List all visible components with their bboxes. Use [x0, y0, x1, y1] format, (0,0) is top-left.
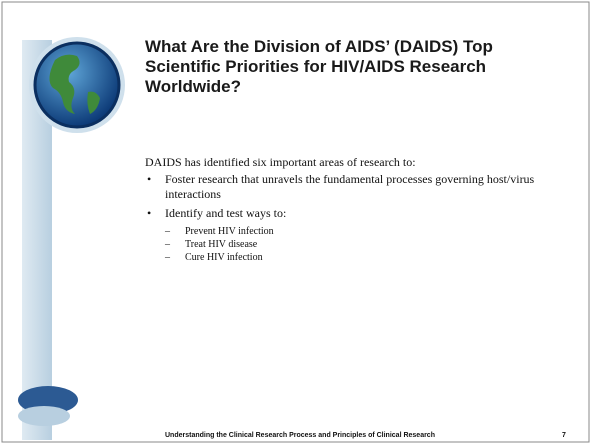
- bullet-marker: •: [147, 172, 152, 186]
- sub-bullet: – Treat HIV disease: [145, 238, 565, 251]
- sub-bullet-text: Prevent HIV infection: [185, 226, 274, 237]
- sub-bullet-text: Cure HIV infection: [185, 252, 263, 263]
- bullet-text: Identify and test ways to:: [165, 206, 287, 220]
- sub-bullet-marker: –: [165, 239, 170, 250]
- sub-bullet-marker: –: [165, 226, 170, 237]
- page-number: 7: [562, 432, 566, 439]
- bullet-text: Foster research that unravels the fundam…: [165, 172, 535, 201]
- bullet-marker: •: [147, 206, 152, 220]
- footer: Understanding the Clinical Research Proc…: [165, 432, 435, 439]
- globe-land: [87, 91, 100, 114]
- bullet: • Foster research that unravels the funda…: [145, 172, 565, 202]
- base-shape: [18, 406, 70, 426]
- sub-bullet: – Cure HIV infection: [145, 251, 565, 264]
- bullet-list: • Foster research that unravels the funda…: [145, 172, 565, 264]
- bullet: • Identify and test ways to:: [145, 206, 565, 221]
- sub-bullet-marker: –: [165, 252, 170, 263]
- intro: DAIDS has identified six important areas…: [145, 155, 416, 169]
- title: What Are the Division of AIDS’ (DAIDS) T…: [145, 37, 493, 96]
- globe: [33, 41, 121, 129]
- sub-bullet: – Prevent HIV infection: [145, 225, 565, 238]
- globe-land: [49, 54, 80, 114]
- sub-bullet-text: Treat HIV disease: [185, 239, 258, 250]
